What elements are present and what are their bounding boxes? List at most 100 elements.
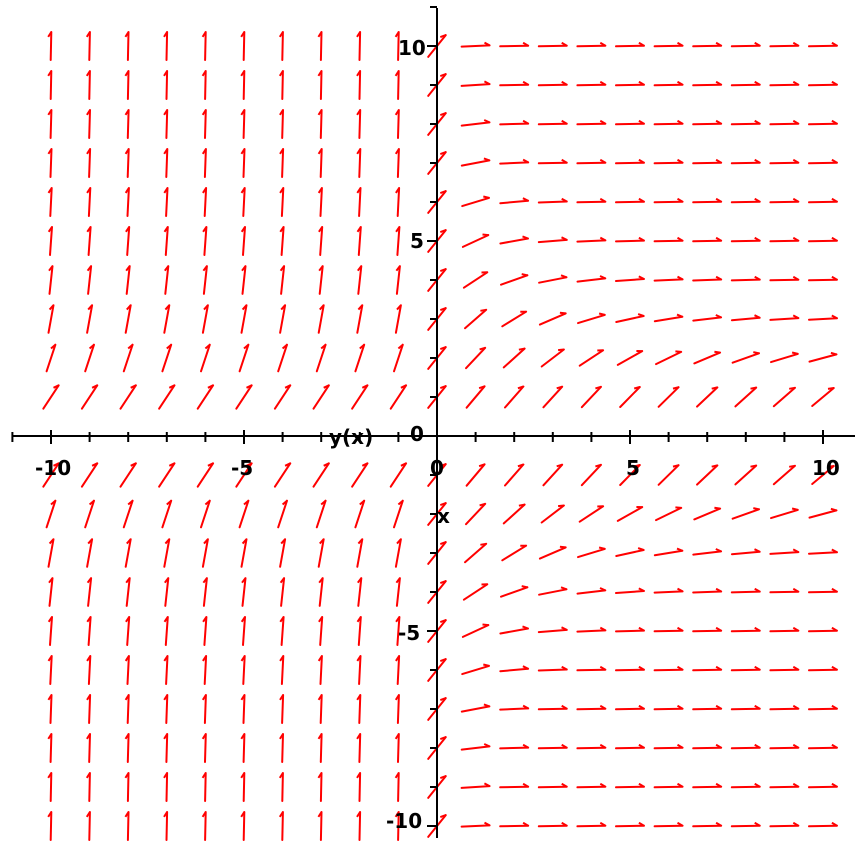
slope-arrow-head xyxy=(677,158,684,164)
slope-arrow-head xyxy=(792,587,799,593)
slope-arrow-head xyxy=(792,158,799,164)
slope-arrow-head xyxy=(359,343,365,350)
slope-arrow-head xyxy=(317,187,323,194)
slope-arrow-head xyxy=(240,694,246,701)
slope-arrow-head xyxy=(201,694,207,701)
slope-arrow xyxy=(88,31,91,61)
slope-arrow-head xyxy=(522,197,529,202)
slope-arrow-head xyxy=(480,542,487,546)
slope-arrow-head xyxy=(599,782,606,788)
slope-arrow xyxy=(769,707,800,711)
slope-arrow-head xyxy=(48,304,55,311)
slope-arrow xyxy=(48,265,54,295)
slope-arrow xyxy=(196,384,215,410)
slope-arrow xyxy=(772,464,796,486)
slope-arrow xyxy=(808,668,838,672)
slope-arrow-head xyxy=(561,236,568,241)
slope-arrow-head xyxy=(126,538,132,545)
slope-arrow xyxy=(542,463,564,487)
slope-arrow-head xyxy=(484,821,491,827)
slope-arrow-head xyxy=(317,109,323,116)
slope-arrow-head xyxy=(521,273,528,277)
slope-arrow-head xyxy=(47,187,53,194)
slope-arrow xyxy=(165,811,169,841)
slope-arrow xyxy=(692,668,723,672)
slope-arrow-head xyxy=(356,811,361,818)
slope-arrow xyxy=(165,733,169,763)
slope-arrow xyxy=(277,343,288,373)
slope-arrow xyxy=(692,550,723,556)
slope-arrow xyxy=(242,616,246,646)
slope-arrow-head xyxy=(279,187,285,194)
slope-arrow xyxy=(203,187,208,217)
slope-arrow xyxy=(240,538,248,568)
slope-arrow xyxy=(615,161,645,165)
slope-arrow xyxy=(769,44,800,48)
slope-arrow xyxy=(319,109,323,139)
slope-arrow-head xyxy=(317,694,323,701)
slope-arrow xyxy=(122,343,134,373)
slope-arrow xyxy=(277,499,288,529)
slope-arrow xyxy=(126,616,131,646)
slope-arrow xyxy=(358,811,362,841)
slope-arrow-head xyxy=(124,811,130,818)
slope-arrow xyxy=(242,226,246,256)
slope-arrow-head xyxy=(240,772,246,779)
slope-arrow-head xyxy=(677,197,684,203)
slope-arrow xyxy=(126,811,130,841)
slope-arrow xyxy=(397,772,400,802)
slope-arrow-head xyxy=(753,351,760,355)
slope-arrow-head xyxy=(166,343,172,350)
slope-arrow-head xyxy=(831,548,838,554)
slope-arrow-head xyxy=(241,538,248,545)
slope-arrow-head xyxy=(168,384,175,389)
slope-arrow-head xyxy=(831,119,838,125)
slope-arrow-head xyxy=(599,236,606,242)
slope-arrow xyxy=(653,239,684,243)
slope-arrow xyxy=(88,733,91,763)
slope-arrow-head xyxy=(85,772,91,779)
slope-arrow xyxy=(45,343,57,373)
slope-arrow xyxy=(358,187,362,217)
slope-arrow xyxy=(502,503,526,525)
slope-arrow-head xyxy=(792,548,799,553)
slope-arrow-head xyxy=(831,704,838,710)
slope-arrow xyxy=(319,655,323,685)
slope-arrow xyxy=(499,83,530,87)
slope-arrow-head xyxy=(792,236,799,242)
slope-arrow xyxy=(87,577,93,607)
slope-arrow-head xyxy=(791,351,799,355)
slope-arrow-head xyxy=(677,236,684,242)
slope-arrow-head xyxy=(124,655,130,662)
slope-arrow xyxy=(122,499,134,529)
slope-arrow-head xyxy=(163,109,169,116)
slope-arrow xyxy=(499,785,530,789)
slope-arrow xyxy=(769,278,800,282)
slope-arrow-head xyxy=(395,226,401,233)
slope-arrow-head xyxy=(677,626,684,632)
slope-arrow-head xyxy=(395,265,401,272)
y-tick-label-10: 10 xyxy=(398,36,426,60)
slope-arrow xyxy=(204,772,207,802)
slope-arrow-head xyxy=(125,616,131,623)
slope-arrow-head xyxy=(638,158,645,164)
slope-arrow-head xyxy=(124,694,130,701)
slope-arrow-head xyxy=(638,197,645,203)
slope-arrow xyxy=(202,265,208,295)
slope-arrow xyxy=(499,161,530,165)
slope-arrow xyxy=(576,668,607,672)
slope-arrow xyxy=(281,70,284,100)
slope-arrow xyxy=(692,707,723,711)
slope-arrow xyxy=(49,31,53,61)
slope-arrow xyxy=(653,122,684,126)
slope-arrow xyxy=(358,109,362,139)
slope-arrow xyxy=(580,463,602,487)
slope-arrow-head xyxy=(599,275,606,280)
slope-arrow-head xyxy=(677,665,684,671)
slope-arrow-head xyxy=(754,236,761,242)
slope-arrow xyxy=(578,349,605,367)
slope-arrow-head xyxy=(522,235,529,240)
slope-arrow xyxy=(808,590,838,594)
slope-arrow-head xyxy=(356,226,362,233)
slope-arrow-head xyxy=(830,507,837,512)
